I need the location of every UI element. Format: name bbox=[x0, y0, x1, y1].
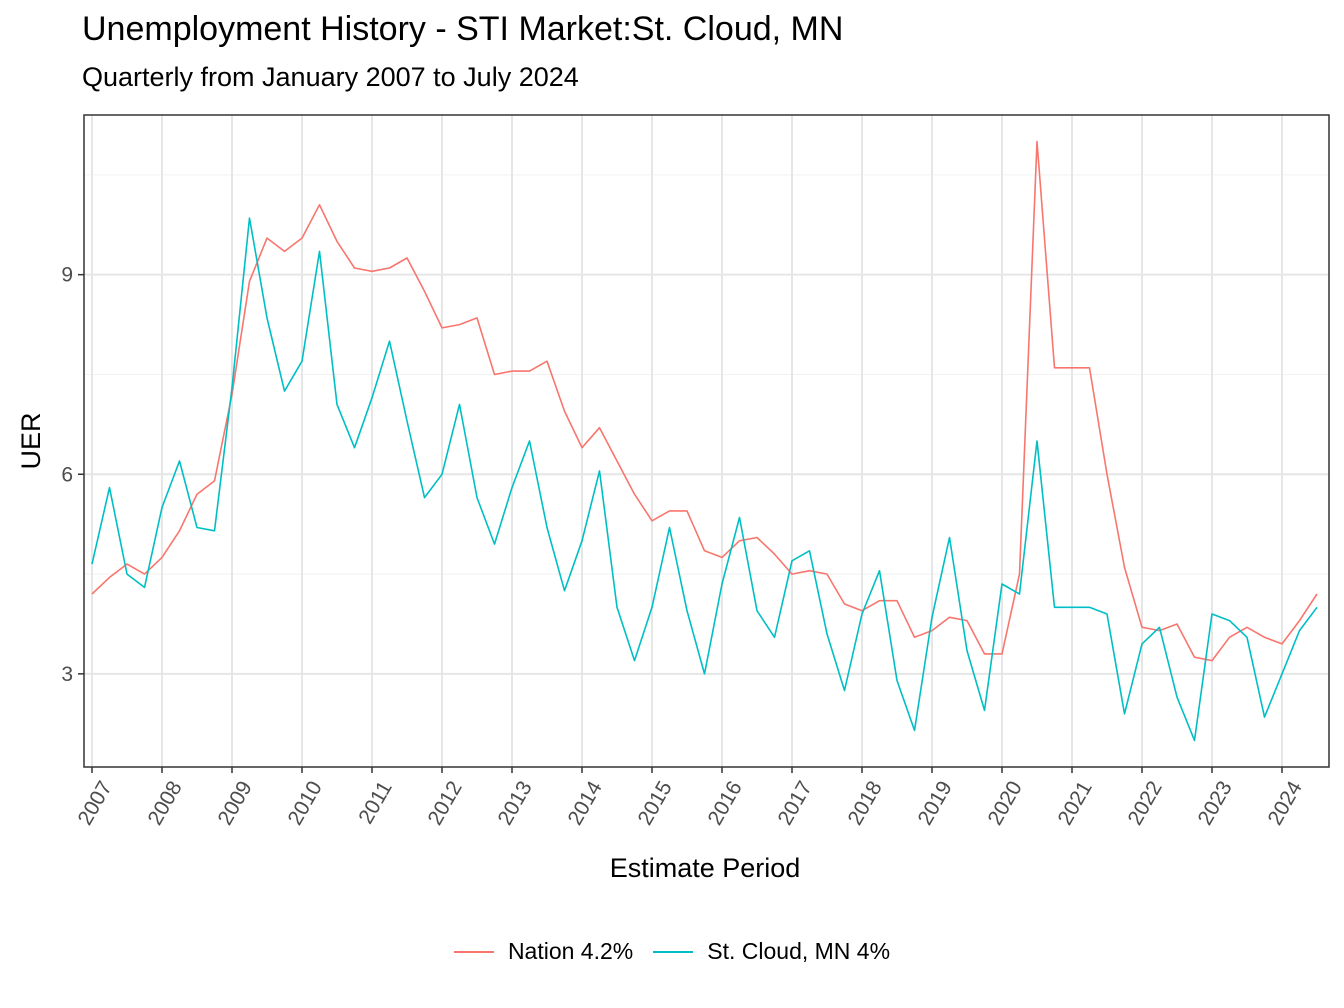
chart-title: Unemployment History - STI Market:St. Cl… bbox=[82, 10, 844, 48]
x-axis: 2007 2008 2009 2010 2011 2012 2013 2014 2015 2016… bbox=[74, 767, 1307, 829]
y-axis: 3 6 9 bbox=[61, 264, 84, 686]
x-tick-label: 2010 bbox=[284, 777, 327, 829]
x-tick-label: 2019 bbox=[914, 777, 957, 829]
panel-border bbox=[83, 114, 1330, 768]
x-tick-label: 2023 bbox=[1194, 777, 1237, 829]
x-tick-label: 2008 bbox=[144, 777, 187, 829]
y-axis-label: UER bbox=[16, 412, 46, 469]
series-layer bbox=[91, 140, 1318, 742]
chart-subtitle: Quarterly from January 2007 to July 2024 bbox=[82, 62, 579, 92]
legend-item-st-cloud: St. Cloud, MN 4% bbox=[653, 938, 890, 965]
x-tick-label: 2017 bbox=[774, 777, 817, 829]
x-tick-label: 2012 bbox=[424, 777, 467, 829]
x-tick-label: 2011 bbox=[354, 777, 397, 828]
x-tick-label: 2018 bbox=[844, 777, 887, 829]
y-tick-label: 3 bbox=[61, 663, 73, 686]
legend-key-st-cloud bbox=[653, 950, 694, 953]
y-tick-label: 9 bbox=[61, 264, 73, 287]
legend-key-nation bbox=[453, 950, 494, 953]
grid-lines bbox=[84, 115, 1329, 767]
y-tick-label: 6 bbox=[61, 463, 73, 486]
legend: Nation 4.2% St. Cloud, MN 4% bbox=[0, 938, 1344, 965]
x-tick-label: 2014 bbox=[564, 777, 607, 829]
x-tick-label: 2013 bbox=[494, 777, 537, 829]
x-tick-label: 2015 bbox=[634, 777, 677, 829]
x-tick-label: 2009 bbox=[214, 777, 257, 829]
x-tick-label: 2024 bbox=[1264, 777, 1307, 829]
x-tick-label: 2020 bbox=[984, 777, 1027, 829]
series-line-st-cloud bbox=[91, 217, 1318, 742]
x-tick-label: 2016 bbox=[704, 777, 747, 829]
x-tick-label: 2022 bbox=[1124, 777, 1167, 829]
x-tick-label: 2021 bbox=[1054, 777, 1097, 829]
legend-label-nation: Nation 4.2% bbox=[507, 938, 634, 964]
legend-label-st-cloud: St. Cloud, MN 4% bbox=[707, 938, 891, 964]
x-axis-label: Estimate Period bbox=[610, 853, 801, 883]
series-line-nation bbox=[91, 140, 1318, 662]
x-tick-label: 2007 bbox=[74, 777, 117, 829]
legend-item-nation: Nation 4.2% bbox=[453, 938, 634, 965]
